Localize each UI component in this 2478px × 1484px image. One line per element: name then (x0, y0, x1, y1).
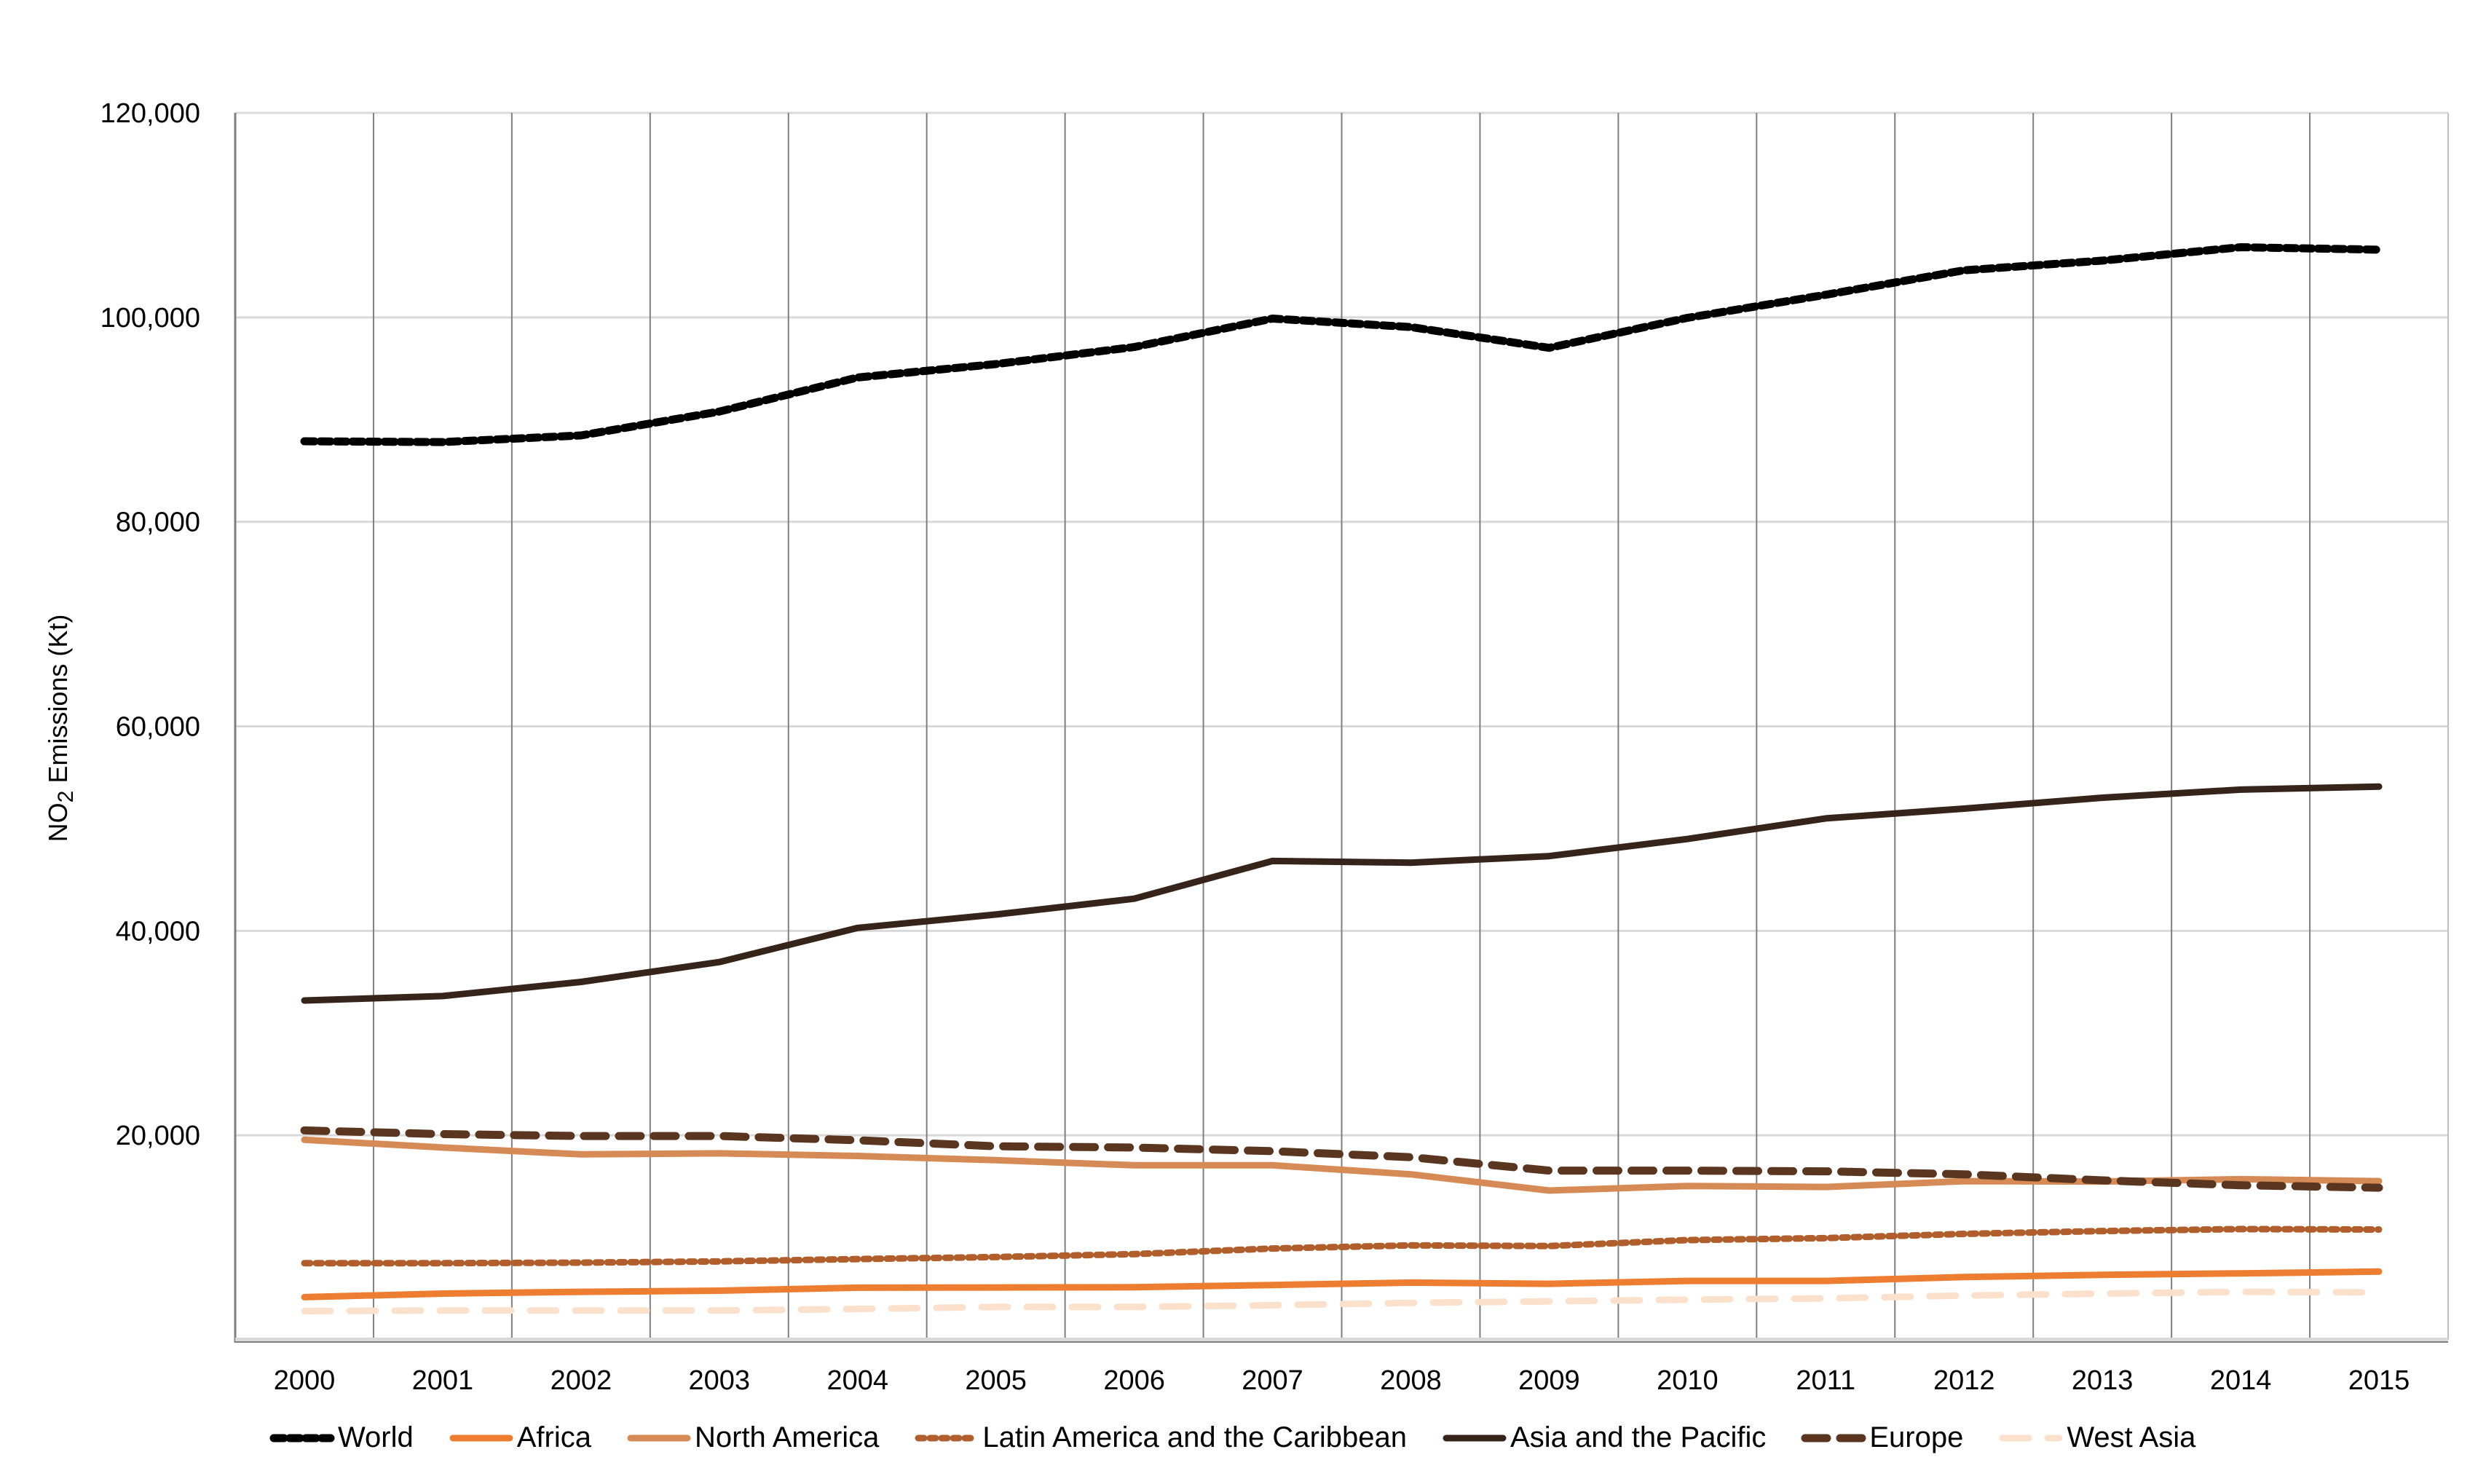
legend-swatch-world (269, 1434, 335, 1442)
legend-label: North America (694, 1421, 880, 1453)
y-axis-ticks: 20,000 40,000 60,000 80,000 100,000 120,000 (100, 98, 200, 1151)
series-line-latin-america-and-the-caribbean (301, 1226, 2383, 1267)
x-tick-label: 2001 (412, 1365, 474, 1396)
legend-item-latin-america-and-the-caribbean: Latin America and the Caribbean (914, 1421, 1407, 1454)
x-tick-label: 2000 (274, 1365, 336, 1396)
y-axis-label-main: NO (43, 802, 73, 842)
legend-swatch-latin-america-and-the-caribbean (915, 1434, 979, 1441)
x-tick-label: 2015 (2348, 1365, 2410, 1396)
x-tick-label: 2007 (1242, 1365, 1303, 1396)
legend-label: Europe (1869, 1421, 1964, 1453)
legend-swatch-asia-and-the-pacific (1443, 1434, 1507, 1441)
y-tick-label: 100,000 (100, 303, 200, 333)
legend-label: Asia and the Pacific (1510, 1421, 1767, 1453)
legend-swatch-north-america (627, 1434, 691, 1441)
x-tick-label: 2006 (1103, 1365, 1165, 1396)
x-tick-label: 2010 (1657, 1365, 1719, 1396)
y-tick-label: 60,000 (116, 712, 200, 743)
legend-item-europe: Europe (1801, 1421, 1963, 1454)
x-tick-label: 2014 (2210, 1365, 2272, 1396)
x-tick-label: 2013 (2072, 1365, 2134, 1396)
legend-item-west-asia: West Asia (1998, 1421, 2195, 1454)
y-tick-label: 40,000 (116, 916, 200, 947)
y-tick-label: 120,000 (100, 98, 200, 129)
y-axis-label-sub: 2 (54, 791, 78, 803)
x-tick-label: 2009 (1518, 1365, 1580, 1396)
legend-item-asia-and-the-pacific: Asia and the Pacific (1442, 1421, 1766, 1454)
series-line-europe (300, 1126, 2383, 1192)
y-axis-label-rest: Emissions (Kt) (43, 615, 73, 791)
legend-swatch-europe (1801, 1434, 1866, 1442)
x-tick-label: 2011 (1796, 1365, 1855, 1396)
legend-label: Latin America and the Caribbean (982, 1421, 1408, 1453)
legend-label: World (338, 1421, 414, 1453)
legend-swatch-west-asia (1999, 1434, 2063, 1441)
legend-item-north-america: North America (626, 1421, 879, 1454)
y-axis-label: NO2 Emissions (Kt) (43, 615, 78, 842)
y-tick-label: 80,000 (116, 508, 200, 538)
x-tick-label: 2003 (689, 1365, 751, 1396)
legend-swatch-africa (449, 1434, 513, 1441)
x-tick-label: 2012 (1933, 1365, 1995, 1396)
y-tick-label: 20,000 (116, 1121, 200, 1151)
series-lines (300, 243, 2383, 1314)
legend-item-africa: Africa (449, 1421, 591, 1454)
legend: World Africa North America Latin America an… (269, 1421, 2230, 1454)
x-tick-label: 2008 (1380, 1365, 1442, 1396)
legend-label: West Asia (2067, 1421, 2196, 1453)
series-line-world (300, 243, 2383, 446)
x-axis-ticks: 2000 2001 2002 2003 2004 2005 2006 2007 2008 2009… (274, 1365, 2410, 1396)
x-tick-label: 2004 (826, 1365, 888, 1396)
legend-item-world: World (269, 1421, 414, 1454)
series-line-asia-and-the-pacific (301, 783, 2383, 1004)
x-tick-label: 2002 (551, 1365, 612, 1396)
series-line-africa (301, 1268, 2383, 1301)
gridlines (234, 111, 2449, 1343)
series-line-west-asia (301, 1288, 2383, 1314)
legend-label: Africa (516, 1421, 591, 1453)
x-tick-label: 2005 (965, 1365, 1027, 1396)
